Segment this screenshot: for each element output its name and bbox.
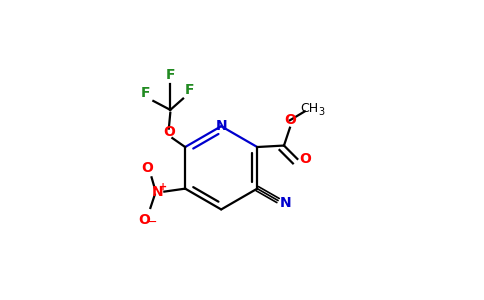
Text: O: O [138,213,151,227]
Text: +: + [158,182,166,192]
Text: O: O [163,125,175,139]
Text: N: N [280,196,291,210]
Text: O: O [141,161,153,175]
Text: F: F [184,83,194,97]
Text: O: O [284,113,296,127]
Text: N: N [152,184,164,199]
Text: N: N [215,119,227,133]
Text: F: F [141,85,151,100]
Text: O: O [299,152,311,166]
Text: CH: CH [300,102,318,115]
Text: F: F [166,68,175,82]
Text: −: − [146,215,157,228]
Text: 3: 3 [318,107,325,117]
